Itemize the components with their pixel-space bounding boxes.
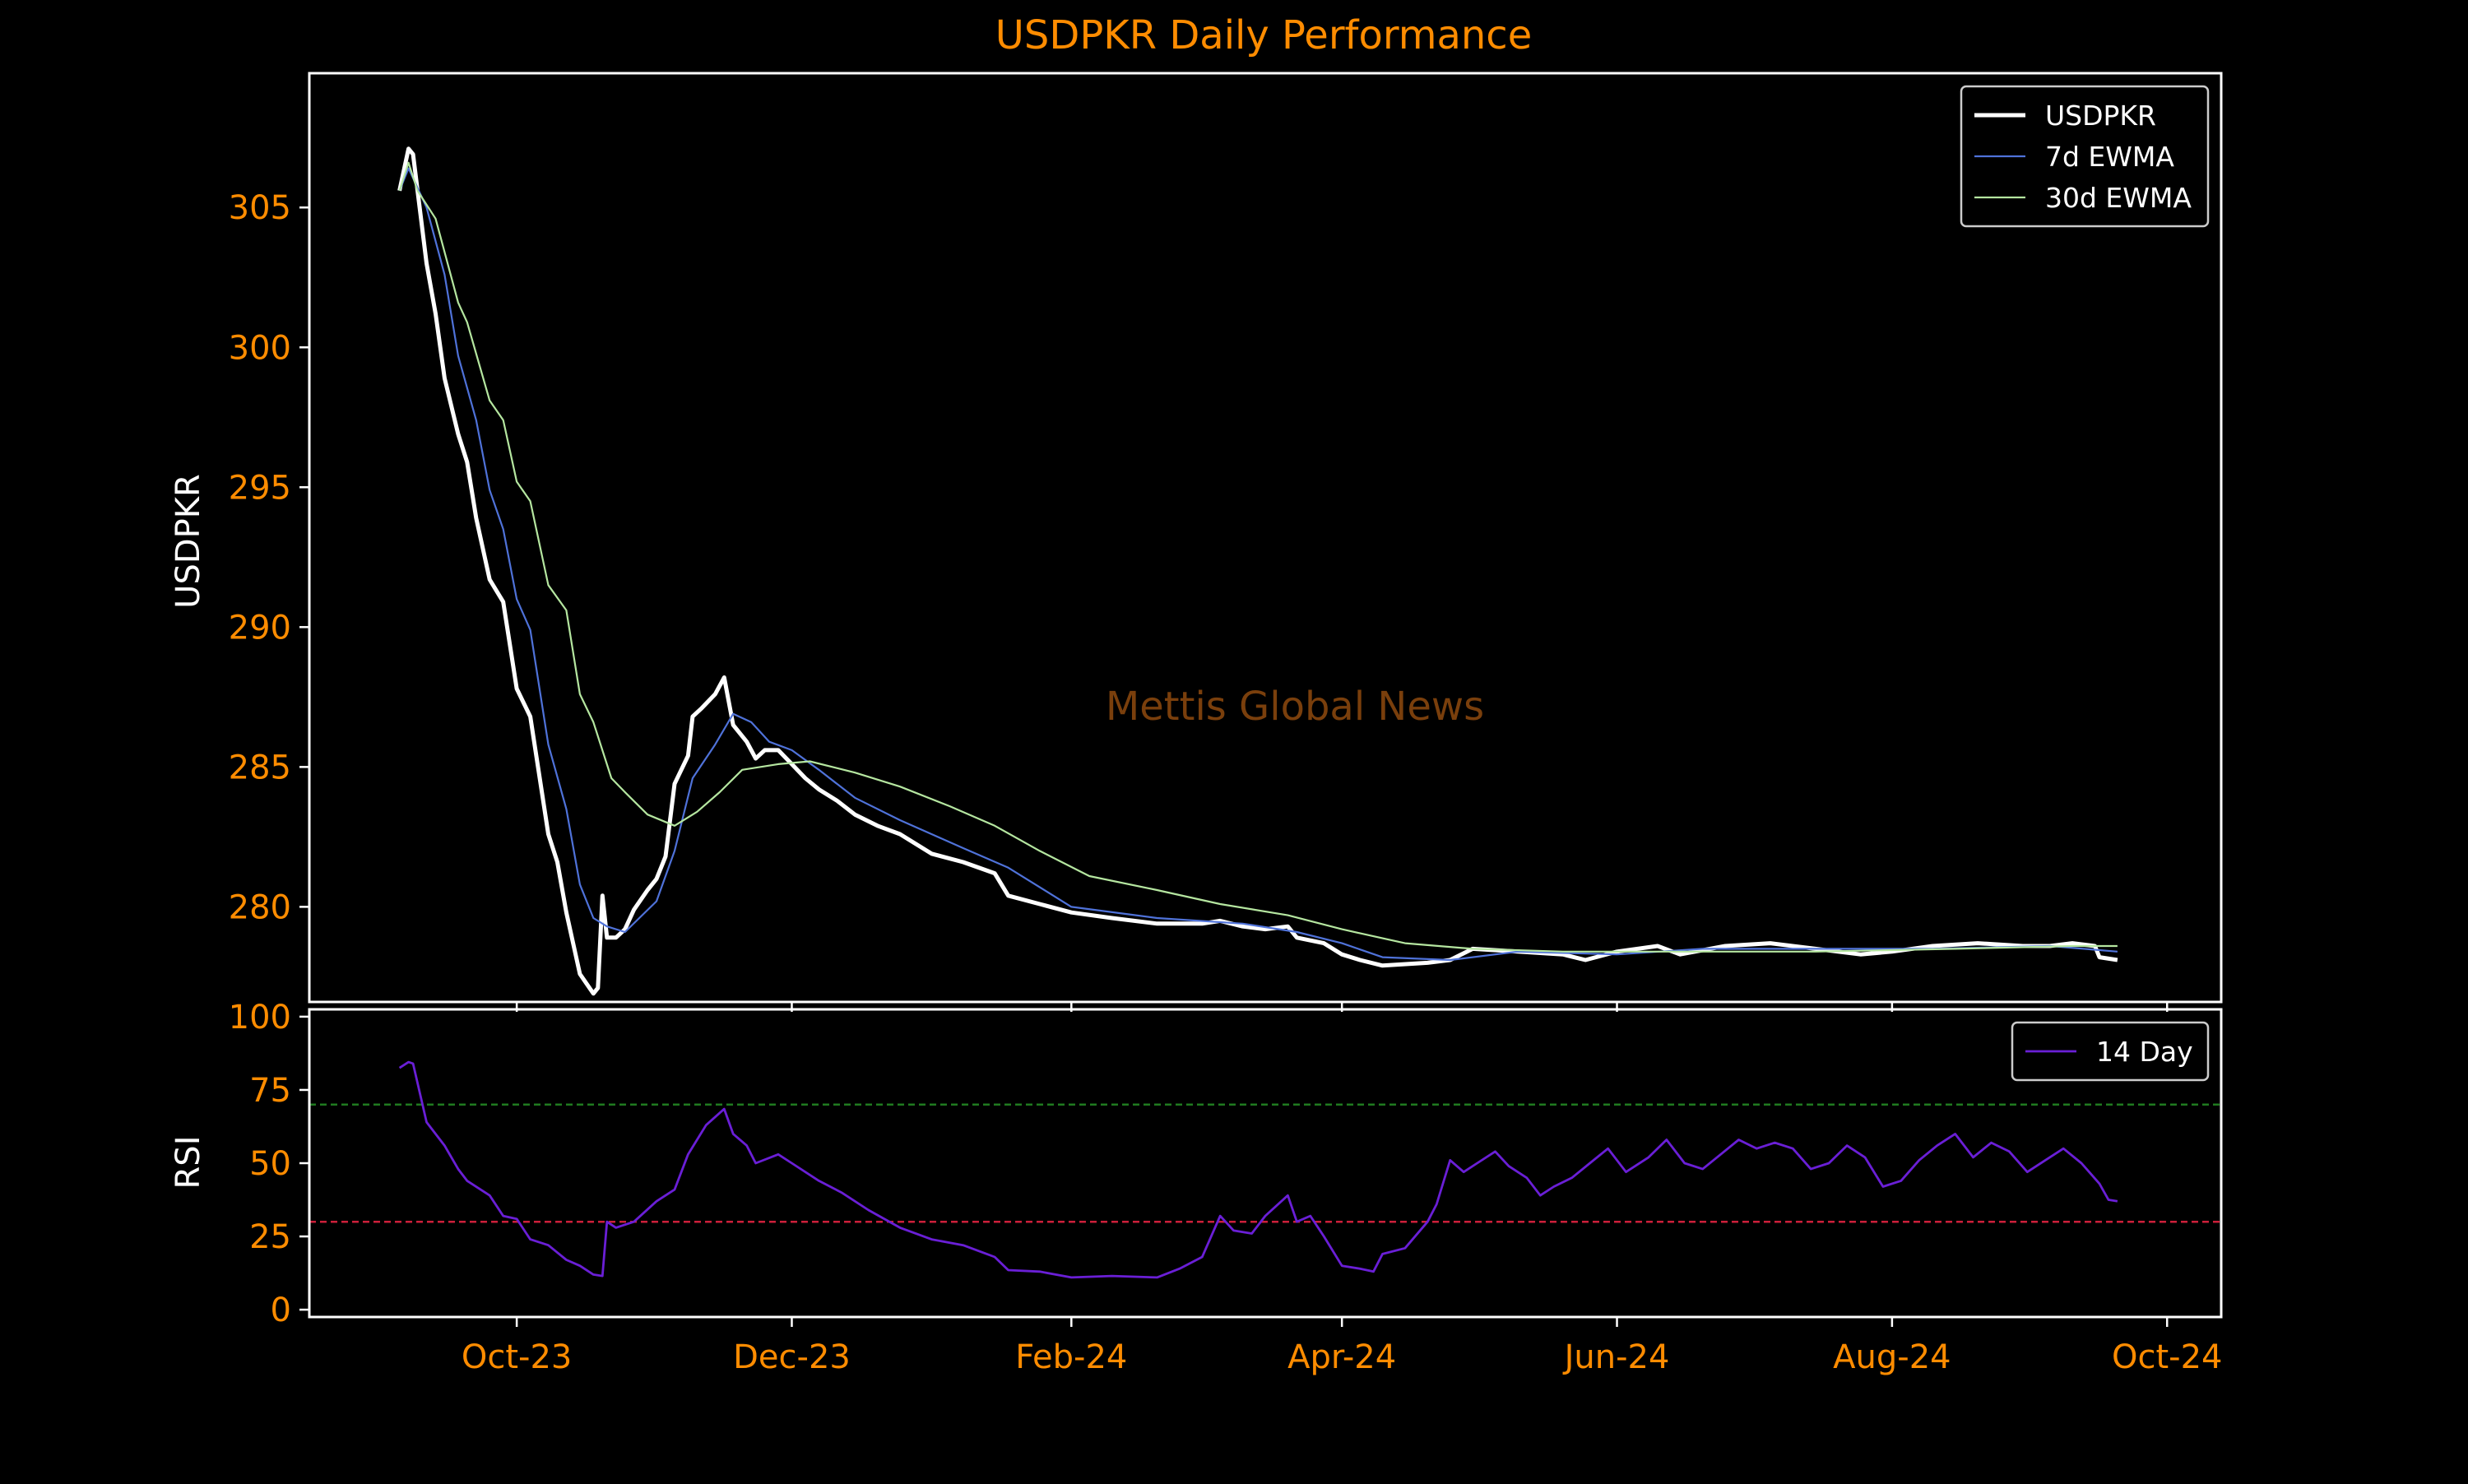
rsi-y-tick-label: 50 <box>249 1145 291 1183</box>
rsi-y-tick-label: 25 <box>249 1218 291 1256</box>
x-axis: Oct-23 Dec-23 Feb-24 Apr-24 Jun-24 Aug-24 Oct-… <box>462 1002 2223 1376</box>
rsi-y-tick-label: 75 <box>249 1072 291 1110</box>
chart-title: USDPKR Daily Performance <box>995 12 1532 58</box>
price-y-tick-label: 285 <box>229 749 291 786</box>
rsi-legend: 14 Day <box>2011 1021 2210 1082</box>
price-y-tick-label: 280 <box>229 888 291 926</box>
price-axes-frame <box>308 72 2223 1004</box>
price-series-line-30d-ewma <box>398 161 2118 953</box>
rsi-legend-box <box>2011 1021 2210 1082</box>
price-legend-label: 30d EWMA <box>2045 182 2192 214</box>
price-y-axis-label: USDPKR <box>169 474 207 609</box>
rsi-y-axis-label: RSI <box>169 1136 207 1190</box>
rsi-y-tick-label: 0 <box>271 1292 291 1329</box>
price-legend-label: 7d EWMA <box>2045 141 2174 173</box>
x-tick-label: Aug-24 <box>1833 1338 1951 1376</box>
rsi-y-tick-label: 100 <box>229 999 291 1036</box>
price-legend: USDPKR 7d EWMA 30d EWMA <box>1960 85 2210 228</box>
rsi-series-line-14-day <box>398 1060 2118 1279</box>
x-tick-label: Apr-24 <box>1287 1338 1396 1376</box>
price-y-tick-label: 295 <box>229 469 291 507</box>
price-y-tick-label: 300 <box>229 329 291 367</box>
x-tick-label: Feb-24 <box>1015 1338 1127 1376</box>
x-tick-label: Dec-23 <box>733 1338 851 1376</box>
x-tick-label: Jun-24 <box>1562 1338 1670 1376</box>
price-y-tick-label: 305 <box>229 189 291 227</box>
price-series-line-usdpkr <box>397 146 2118 996</box>
price-legend-label: USDPKR <box>2045 100 2156 132</box>
x-tick-label: Oct-23 <box>462 1338 573 1376</box>
x-tick-label: Oct-24 <box>2112 1338 2223 1376</box>
price-y-tick-label: 290 <box>229 609 291 647</box>
price-series-line-7d-ewma <box>398 167 2118 962</box>
price-panel: 280 285 290 295 300 305 USDPKR 7d EWMA 30d EWMA <box>229 72 2223 1004</box>
watermark: Mettis Global News <box>1106 684 1484 730</box>
rsi-legend-label: 14 Day <box>2096 1036 2193 1068</box>
rsi-panel: 0 25 50 75 100 14 Day <box>229 999 2223 1329</box>
price-legend-box <box>1960 85 2210 228</box>
